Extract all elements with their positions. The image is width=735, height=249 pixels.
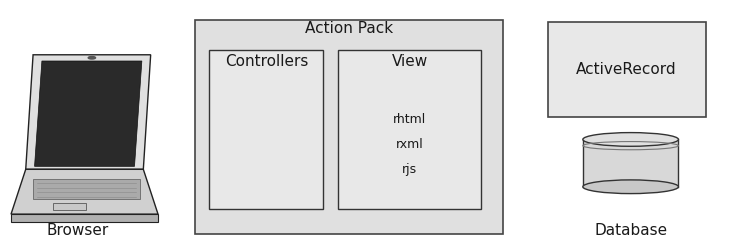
Text: View: View: [392, 54, 428, 68]
FancyBboxPatch shape: [548, 22, 706, 117]
Polygon shape: [35, 61, 142, 166]
Text: Database: Database: [594, 223, 667, 238]
Text: rxml: rxml: [396, 138, 423, 151]
Text: Action Pack: Action Pack: [305, 21, 393, 36]
Text: ActiveRecord: ActiveRecord: [576, 62, 677, 77]
Text: rhtml: rhtml: [393, 113, 426, 126]
Polygon shape: [33, 179, 140, 199]
Polygon shape: [26, 55, 151, 169]
Text: Browser: Browser: [46, 223, 108, 238]
Circle shape: [88, 57, 96, 59]
FancyBboxPatch shape: [54, 203, 87, 210]
Polygon shape: [11, 214, 158, 222]
FancyBboxPatch shape: [195, 20, 503, 234]
Text: rjs: rjs: [402, 163, 417, 176]
FancyBboxPatch shape: [338, 50, 481, 209]
FancyBboxPatch shape: [209, 50, 323, 209]
Polygon shape: [11, 169, 158, 214]
Text: Controllers: Controllers: [225, 54, 308, 68]
Ellipse shape: [583, 132, 678, 146]
Ellipse shape: [583, 180, 678, 194]
FancyBboxPatch shape: [583, 139, 678, 187]
